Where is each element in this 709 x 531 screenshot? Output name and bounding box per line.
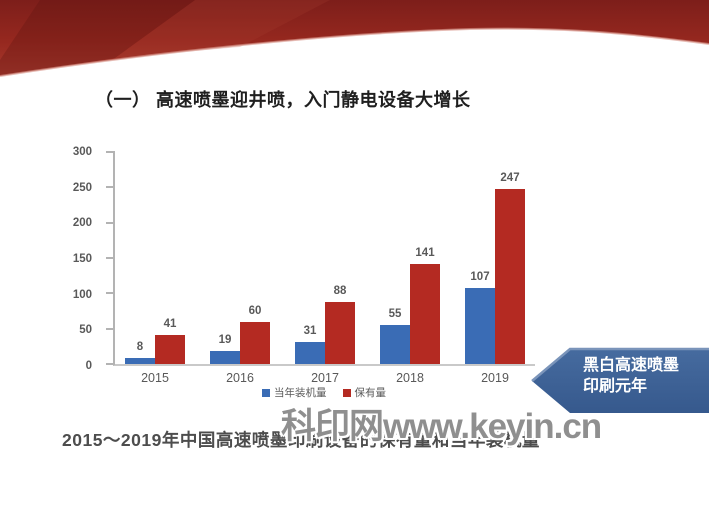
bar-group: 55 141 2018 [380,152,440,385]
bar-series-0: 8 [125,341,155,364]
chart-caption: 2015～2019年中国高速喷墨印刷设备的保有量和当年装机量 [62,430,540,450]
x-axis-label: 2017 [311,371,339,385]
y-tick-mark [106,151,115,153]
legend-swatch-icon [342,388,351,397]
bar-group: 31 88 2017 [295,152,355,385]
y-tick-label: 300 [72,146,92,158]
y-tick-mark [106,363,115,365]
watermark: 科印网www.keyin.cn [281,407,602,446]
bar-value-label: 31 [303,325,317,338]
bar-value-label: 8 [136,341,144,354]
slide-title: （一） 高速喷墨迎井喷，入门静电设备大增长 [95,90,471,110]
legend-swatch-icon [262,388,270,397]
bar-value-label: 141 [415,247,435,260]
plot-area: 8 41 2015 19 60 2016 31 88 2017 55 141 2018 107 247 20… [106,151,535,385]
bar-series-1: 247 [495,172,525,364]
y-tick-mark [106,221,115,224]
x-axis-label: 2019 [481,371,509,385]
bar-series-1: 41 [155,318,185,364]
bar-value-label: 55 [388,308,402,321]
y-tick-label: 0 [85,360,92,372]
bar-series-0: 31 [295,325,325,364]
y-tick-label: 50 [79,324,92,337]
bar-group: 19 60 2016 [210,152,270,385]
bar-series-1: 88 [325,285,355,364]
bar-value-label: 60 [248,304,262,317]
callout-arrow [531,347,709,413]
bar-series-0: 55 [380,308,410,364]
y-tick-mark [106,186,115,189]
chart-legend: 当年装机量 保有量 [113,385,535,400]
bar-value-label: 19 [218,333,232,346]
y-axis: 0 50 100 150 200 250 300 [0,146,104,372]
red-ribbon-banner [0,0,709,77]
y-tick-label: 200 [72,217,92,230]
callout-text: 黑白高速喷墨 印刷元年 [583,355,679,397]
callout-line-1: 黑白高速喷墨 [583,357,680,374]
y-tick-label: 150 [72,253,92,265]
y-tick-label: 250 [72,181,92,194]
y-tick-mark [106,327,115,330]
legend-item-0: 当年装机量 [262,385,327,400]
y-tick-label: 100 [72,288,92,301]
bar-series-1: 141 [410,247,440,364]
x-axis-label: 2015 [141,371,169,385]
callout-line-2: 印刷元年 [583,378,648,395]
bar-series-1: 60 [240,305,270,364]
legend-label: 保有量 [354,387,387,399]
y-tick-mark [106,257,115,259]
bar-group: 8 41 2015 [125,152,185,385]
bar-value-label: 107 [470,271,490,284]
bar-series-0: 19 [210,334,240,364]
legend-item-1: 保有量 [342,385,387,400]
bar-group: 107 247 2019 [465,152,525,385]
bar-value-label: 247 [500,172,520,185]
x-axis-label: 2016 [226,371,254,385]
bar-value-label: 88 [333,284,347,297]
y-tick-mark [106,292,115,295]
bar-series-0: 107 [465,271,495,364]
legend-label: 当年装机量 [274,387,327,399]
bar-value-label: 41 [163,318,177,331]
x-axis-label: 2018 [396,371,424,385]
